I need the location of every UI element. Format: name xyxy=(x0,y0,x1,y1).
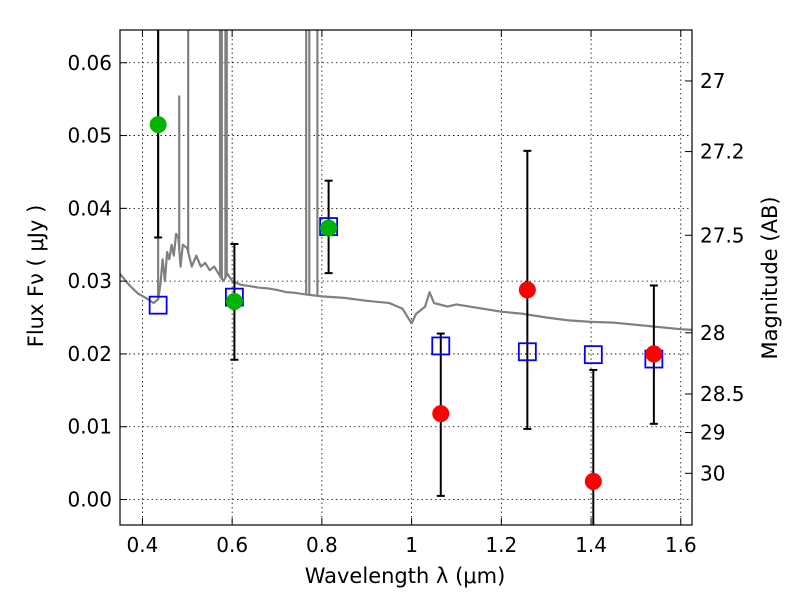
mag-tick-label: 30 xyxy=(700,461,725,485)
x-tick-label: 1.2 xyxy=(485,533,517,557)
red-flux-point xyxy=(518,281,536,299)
plot-frame xyxy=(119,29,693,526)
y-tick-label: 0.05 xyxy=(67,124,112,148)
y-tick-label: 0.00 xyxy=(67,488,112,512)
y-tick-label: 0.01 xyxy=(67,415,112,439)
model-spectrum xyxy=(119,30,693,331)
red-flux-point xyxy=(432,405,450,423)
model-flux-square xyxy=(583,345,603,365)
y-tick-label: 0.04 xyxy=(67,196,112,220)
x-tick-label: 1 xyxy=(405,533,418,557)
x-axis-label: Wavelength λ (μm) xyxy=(305,564,506,588)
red-flux-point xyxy=(645,345,663,363)
mag-tick-label: 27.5 xyxy=(700,223,745,247)
right-axis-label: Magnitude (AB) xyxy=(758,196,782,359)
observed-photometry-points xyxy=(149,116,663,490)
y-tick-label: 0.03 xyxy=(67,269,112,293)
model-flux-square xyxy=(517,342,537,362)
red-flux-point xyxy=(584,472,602,490)
mag-tick-label: 29 xyxy=(700,421,725,445)
green-flux-point xyxy=(320,219,338,237)
green-flux-point xyxy=(225,293,243,311)
mag-tick-label: 28.5 xyxy=(700,382,745,406)
y-tick-label: 0.02 xyxy=(67,342,112,366)
x-tick-label: 1.4 xyxy=(575,533,607,557)
x-tick-label: 1.6 xyxy=(665,533,697,557)
model-flux-square xyxy=(431,336,451,356)
magnitude-axis-ticks: 27 27.2 27.5 28 28.5 29 30 xyxy=(685,69,745,485)
mag-tick-label: 27.2 xyxy=(700,140,745,164)
model-flux-square xyxy=(148,295,168,315)
y-axis-label: Flux Fν ( μJy ) xyxy=(24,205,48,348)
y-axis-ticks: 0.00 0.01 0.02 0.03 0.04 0.05 0.06 xyxy=(67,51,127,512)
mag-tick-label: 28 xyxy=(700,321,725,345)
x-tick-label: 0.8 xyxy=(306,533,338,557)
x-axis-ticks: 0.4 0.6 0.8 1 1.2 1.4 1.6 xyxy=(127,30,697,557)
x-tick-label: 0.6 xyxy=(216,533,248,557)
grid xyxy=(120,30,692,525)
y-tick-label: 0.06 xyxy=(67,51,112,75)
mag-tick-label: 27 xyxy=(700,69,725,93)
green-flux-point xyxy=(149,116,167,134)
x-tick-label: 0.4 xyxy=(127,533,159,557)
model-spectrum-line xyxy=(119,232,693,331)
